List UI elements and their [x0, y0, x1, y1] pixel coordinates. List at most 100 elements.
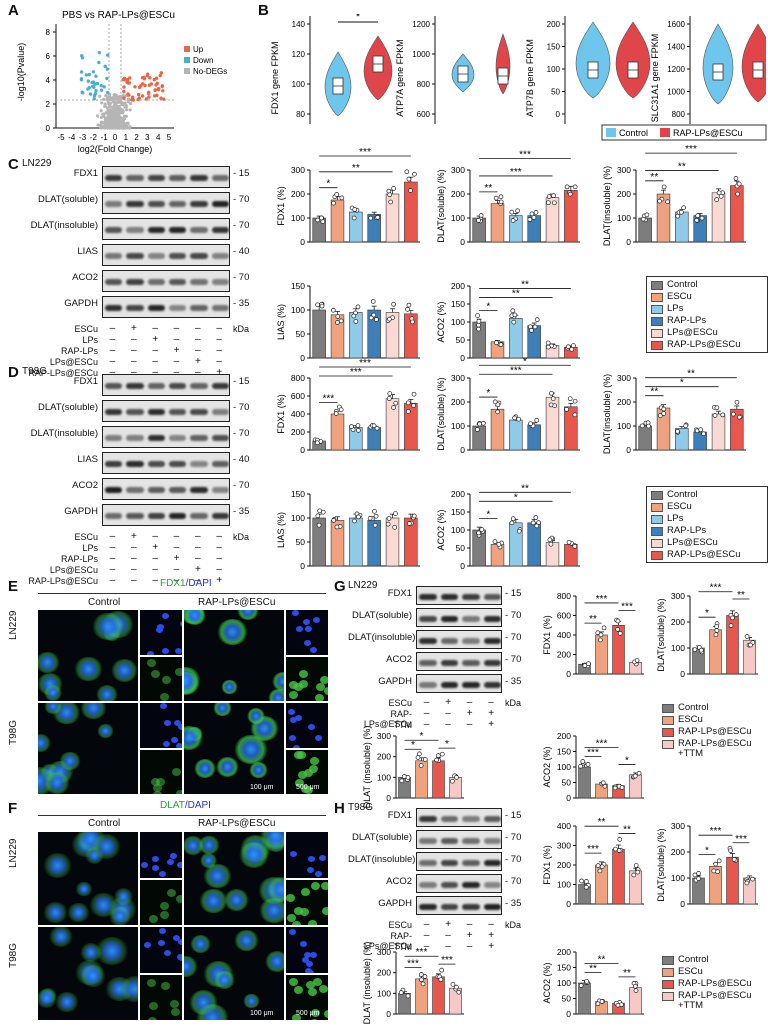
blot-band	[147, 435, 165, 441]
bar-chart-ytick-label: 50	[296, 329, 306, 339]
volcano-point-up	[154, 83, 158, 87]
blot-treatment-mark: –	[152, 323, 158, 334]
bar-datapoint	[405, 775, 411, 780]
bar-datapoint	[533, 210, 539, 215]
bar-datapoint	[631, 872, 637, 878]
volcano-point-nodeg	[108, 101, 113, 105]
blot-treatment-mark: –	[109, 334, 116, 345]
cell	[234, 929, 259, 951]
blot-treatment-mark: –	[195, 345, 201, 356]
blot-row-label: GAPDH	[64, 298, 98, 309]
bar-chart-ytick-label: 100	[291, 213, 305, 223]
blot-band	[211, 201, 229, 207]
sig-label: ***	[441, 955, 453, 966]
bar-datapoint	[600, 780, 606, 786]
volcano-point-nodeg	[109, 113, 113, 117]
blot-treatment-mark: +	[488, 930, 495, 941]
blot-cell-line: T98G	[22, 366, 48, 377]
violin-plots: FDX1 gene FPKM 80 100 120 140 * ATP7A gene FPK…	[270, 14, 766, 124]
blot-band	[169, 227, 187, 233]
micrograph-green	[140, 974, 182, 1020]
bar-datapoint	[731, 411, 736, 417]
cell	[38, 989, 58, 1008]
bar-datapoint	[510, 308, 516, 314]
bar-chart-ytick-label: 0	[626, 445, 631, 455]
volcano-ylabel: -log10(Pvalue)	[16, 43, 26, 102]
violin-ytick-label: 1000	[412, 50, 430, 59]
blot-kda: - 70	[233, 194, 250, 205]
bar-datapoint	[401, 774, 407, 779]
bar-datapoint	[720, 412, 726, 418]
bar-datapoint	[411, 513, 417, 519]
micrograph-green	[140, 749, 182, 794]
volcano-point-nodeg	[106, 106, 110, 110]
cell	[114, 888, 134, 905]
green-signal	[318, 984, 328, 993]
bar-datapoint	[597, 637, 603, 643]
bar-datapoint	[495, 409, 501, 415]
volcano-legend-swatch	[184, 68, 190, 74]
blot-band	[169, 305, 187, 311]
f-col-control: Control	[88, 818, 121, 829]
green-signal	[307, 988, 317, 997]
bar-datapoint	[411, 391, 417, 397]
bar-chart-ytick-label: 0	[300, 445, 305, 455]
cell	[243, 994, 260, 1009]
blot-band	[190, 409, 208, 415]
nucleus	[319, 855, 327, 862]
blot-band	[462, 659, 480, 666]
micrograph-green	[286, 879, 328, 925]
bar-chart-ytick-label: 100	[451, 421, 465, 431]
bar-datapoint	[699, 215, 705, 221]
blot-treatment-mark: –	[423, 930, 430, 941]
nucleus	[163, 720, 171, 727]
sig-label: **	[650, 387, 658, 398]
bar-datapoint	[548, 541, 554, 547]
volcano-point-nodeg	[99, 109, 103, 113]
bar-chart-ytick-label: 150	[557, 747, 571, 757]
blot-row-label: DLAT(soluble)	[37, 402, 98, 413]
blot-treatment-mark: –	[109, 564, 116, 575]
legend-label: ESCu	[667, 291, 692, 302]
green-signal	[304, 785, 314, 794]
nucleus	[177, 723, 182, 730]
nucleus	[308, 855, 316, 862]
nucleus	[299, 940, 307, 947]
volcano-legend-swatch	[184, 46, 190, 52]
bar-chart-ytick-label: 100	[291, 513, 305, 523]
panel-letter-e: E	[8, 578, 19, 595]
blot-band	[190, 435, 208, 441]
blot-band	[147, 279, 165, 285]
micrograph-green	[140, 879, 182, 925]
blot-band	[462, 859, 480, 866]
blot-strip	[102, 166, 230, 188]
micrograph-merge	[184, 832, 284, 925]
nucleus	[294, 714, 302, 721]
bar	[638, 425, 652, 451]
blot-treatment-mark: –	[173, 323, 180, 334]
blot-band	[419, 659, 437, 666]
blot-band	[126, 175, 144, 181]
bar-datapoint	[352, 207, 358, 212]
volcano-point-up	[133, 85, 137, 89]
bar-datapoint	[411, 403, 416, 408]
bar-datapoint	[595, 1001, 601, 1007]
bar-chart-ytick-label: 0	[386, 1009, 391, 1019]
bar-chart-ytick-label: 200	[671, 617, 685, 627]
bar-datapoint	[531, 215, 537, 220]
bar-chart-ytick-label: 0	[566, 1009, 571, 1019]
blot-band	[126, 253, 144, 259]
volcano-point-nodeg	[121, 103, 125, 107]
violin-legend-label: Control	[619, 128, 648, 138]
sig-label: *	[420, 731, 424, 742]
legend-swatch	[651, 293, 663, 302]
blot-band	[462, 881, 480, 888]
violin-ytick-label: 100	[547, 65, 561, 74]
blot-treatment-mark: –	[173, 367, 180, 378]
bar-datapoint	[494, 340, 499, 346]
volcano-point-nodeg	[102, 97, 106, 101]
nucleus	[301, 956, 309, 963]
blot-band	[440, 815, 458, 822]
blot-treatment-mark: –	[466, 697, 473, 708]
